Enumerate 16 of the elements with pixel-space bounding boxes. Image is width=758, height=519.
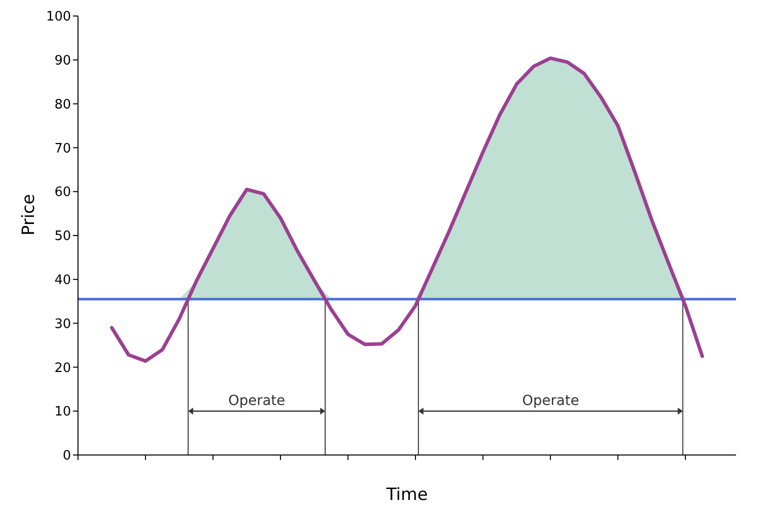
y-tick-label: 50 — [54, 229, 71, 244]
annotation: Operate — [522, 393, 580, 410]
annotation: Operate — [228, 393, 286, 410]
x-axis-title: Time — [385, 485, 428, 505]
y-tick-label: 100 — [46, 10, 71, 25]
line-series — [110, 56, 704, 363]
y-tick-label: 70 — [54, 141, 71, 156]
y-axis-title: Price — [19, 194, 40, 236]
y-tick-label: 40 — [54, 273, 71, 288]
y-tick-label: 0 — [62, 448, 71, 464]
y-tick-label: 20 — [54, 360, 71, 376]
y-tick-label: 30 — [54, 316, 71, 332]
y-tick-label: 10 — [54, 404, 71, 420]
y-tick-label: 60 — [54, 185, 71, 200]
y-tick-label: 90 — [54, 54, 71, 69]
y-tick-label: 80 — [54, 97, 71, 112]
